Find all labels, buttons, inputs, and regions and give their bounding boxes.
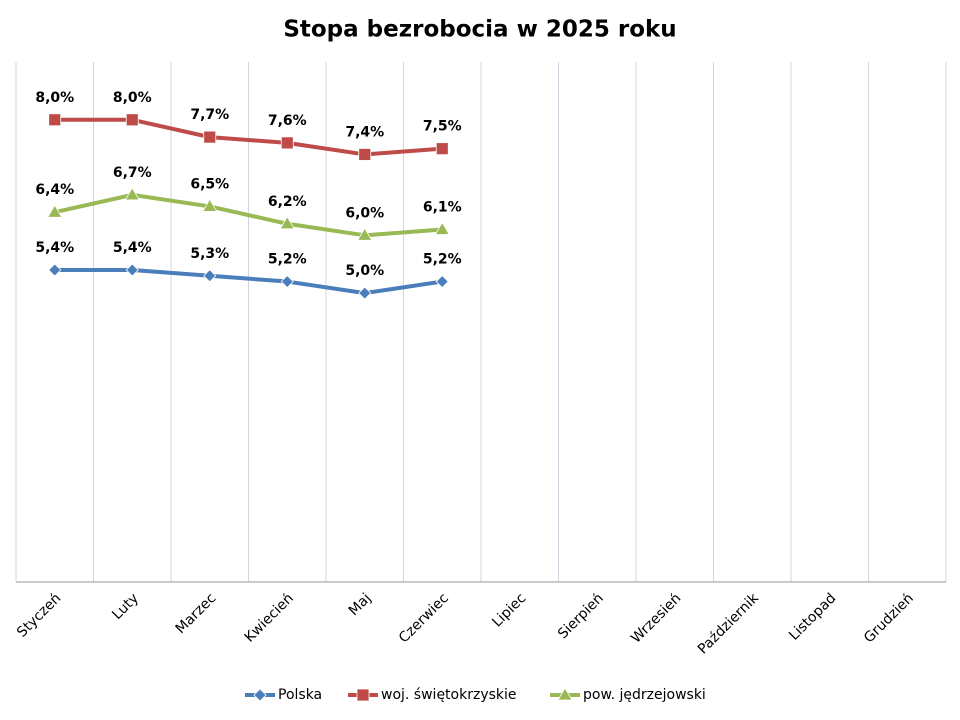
x-tick-label: Wrzesień — [628, 590, 684, 646]
legend-label: Polska — [278, 687, 322, 703]
marker — [125, 263, 139, 277]
marker — [48, 263, 62, 277]
chart-title: Stopa bezrobocia w 2025 roku — [283, 17, 676, 43]
x-tick-label: Maj — [346, 590, 375, 619]
x-tick-label: Październik — [695, 590, 763, 658]
marker — [279, 215, 295, 230]
data-label: 7,7% — [190, 107, 229, 123]
data-label: 6,7% — [113, 165, 152, 181]
marker — [47, 204, 63, 218]
data-label: 8,0% — [35, 90, 74, 106]
data-label: 6,5% — [190, 176, 229, 192]
series-line — [54, 192, 443, 238]
marker — [124, 187, 140, 201]
x-tick-label: Luty — [109, 590, 142, 623]
data-label: 6,1% — [423, 200, 462, 216]
marker — [358, 148, 372, 161]
data-label: 5,0% — [345, 263, 384, 279]
data-label: 5,3% — [190, 246, 229, 262]
data-label: 5,2% — [423, 252, 462, 268]
marker — [358, 286, 372, 300]
marker — [356, 688, 370, 702]
legend-label: woj. świętokrzyskie — [381, 687, 517, 703]
marker — [280, 274, 294, 289]
marker — [253, 688, 267, 702]
x-tick-label: Listopad — [786, 590, 839, 643]
x-tick-label: Czerwiec — [396, 590, 452, 646]
data-label: 5,4% — [35, 240, 74, 256]
marker — [125, 113, 139, 127]
data-label: 7,6% — [268, 113, 307, 129]
marker — [202, 198, 218, 212]
marker — [435, 142, 449, 156]
data-label: 5,4% — [113, 240, 152, 256]
marker — [357, 227, 373, 241]
legend-label: pow. jędrzejowski — [583, 687, 706, 703]
data-label: 7,5% — [423, 119, 462, 135]
series-line — [54, 117, 443, 157]
x-tick-label: Styczeń — [14, 590, 64, 640]
marker — [434, 221, 450, 235]
marker — [280, 136, 294, 150]
marker — [557, 687, 573, 701]
marker — [203, 130, 217, 144]
series-line — [54, 268, 443, 296]
marker — [203, 269, 217, 283]
x-tick-label: Lipiec — [489, 590, 529, 630]
data-label: 6,4% — [35, 182, 74, 198]
x-tick-label: Kwiecień — [242, 590, 297, 645]
x-tick-label: Grudzień — [861, 590, 917, 646]
data-label: 7,4% — [345, 124, 384, 140]
data-label: 6,0% — [345, 205, 384, 221]
data-label: 8,0% — [113, 90, 152, 106]
data-label: 6,2% — [268, 194, 307, 210]
marker — [48, 113, 62, 127]
x-tick-label: Sierpień — [555, 590, 607, 642]
marker — [435, 274, 449, 289]
data-label: 5,2% — [268, 252, 307, 268]
x-tick-label: Marzec — [173, 590, 220, 637]
